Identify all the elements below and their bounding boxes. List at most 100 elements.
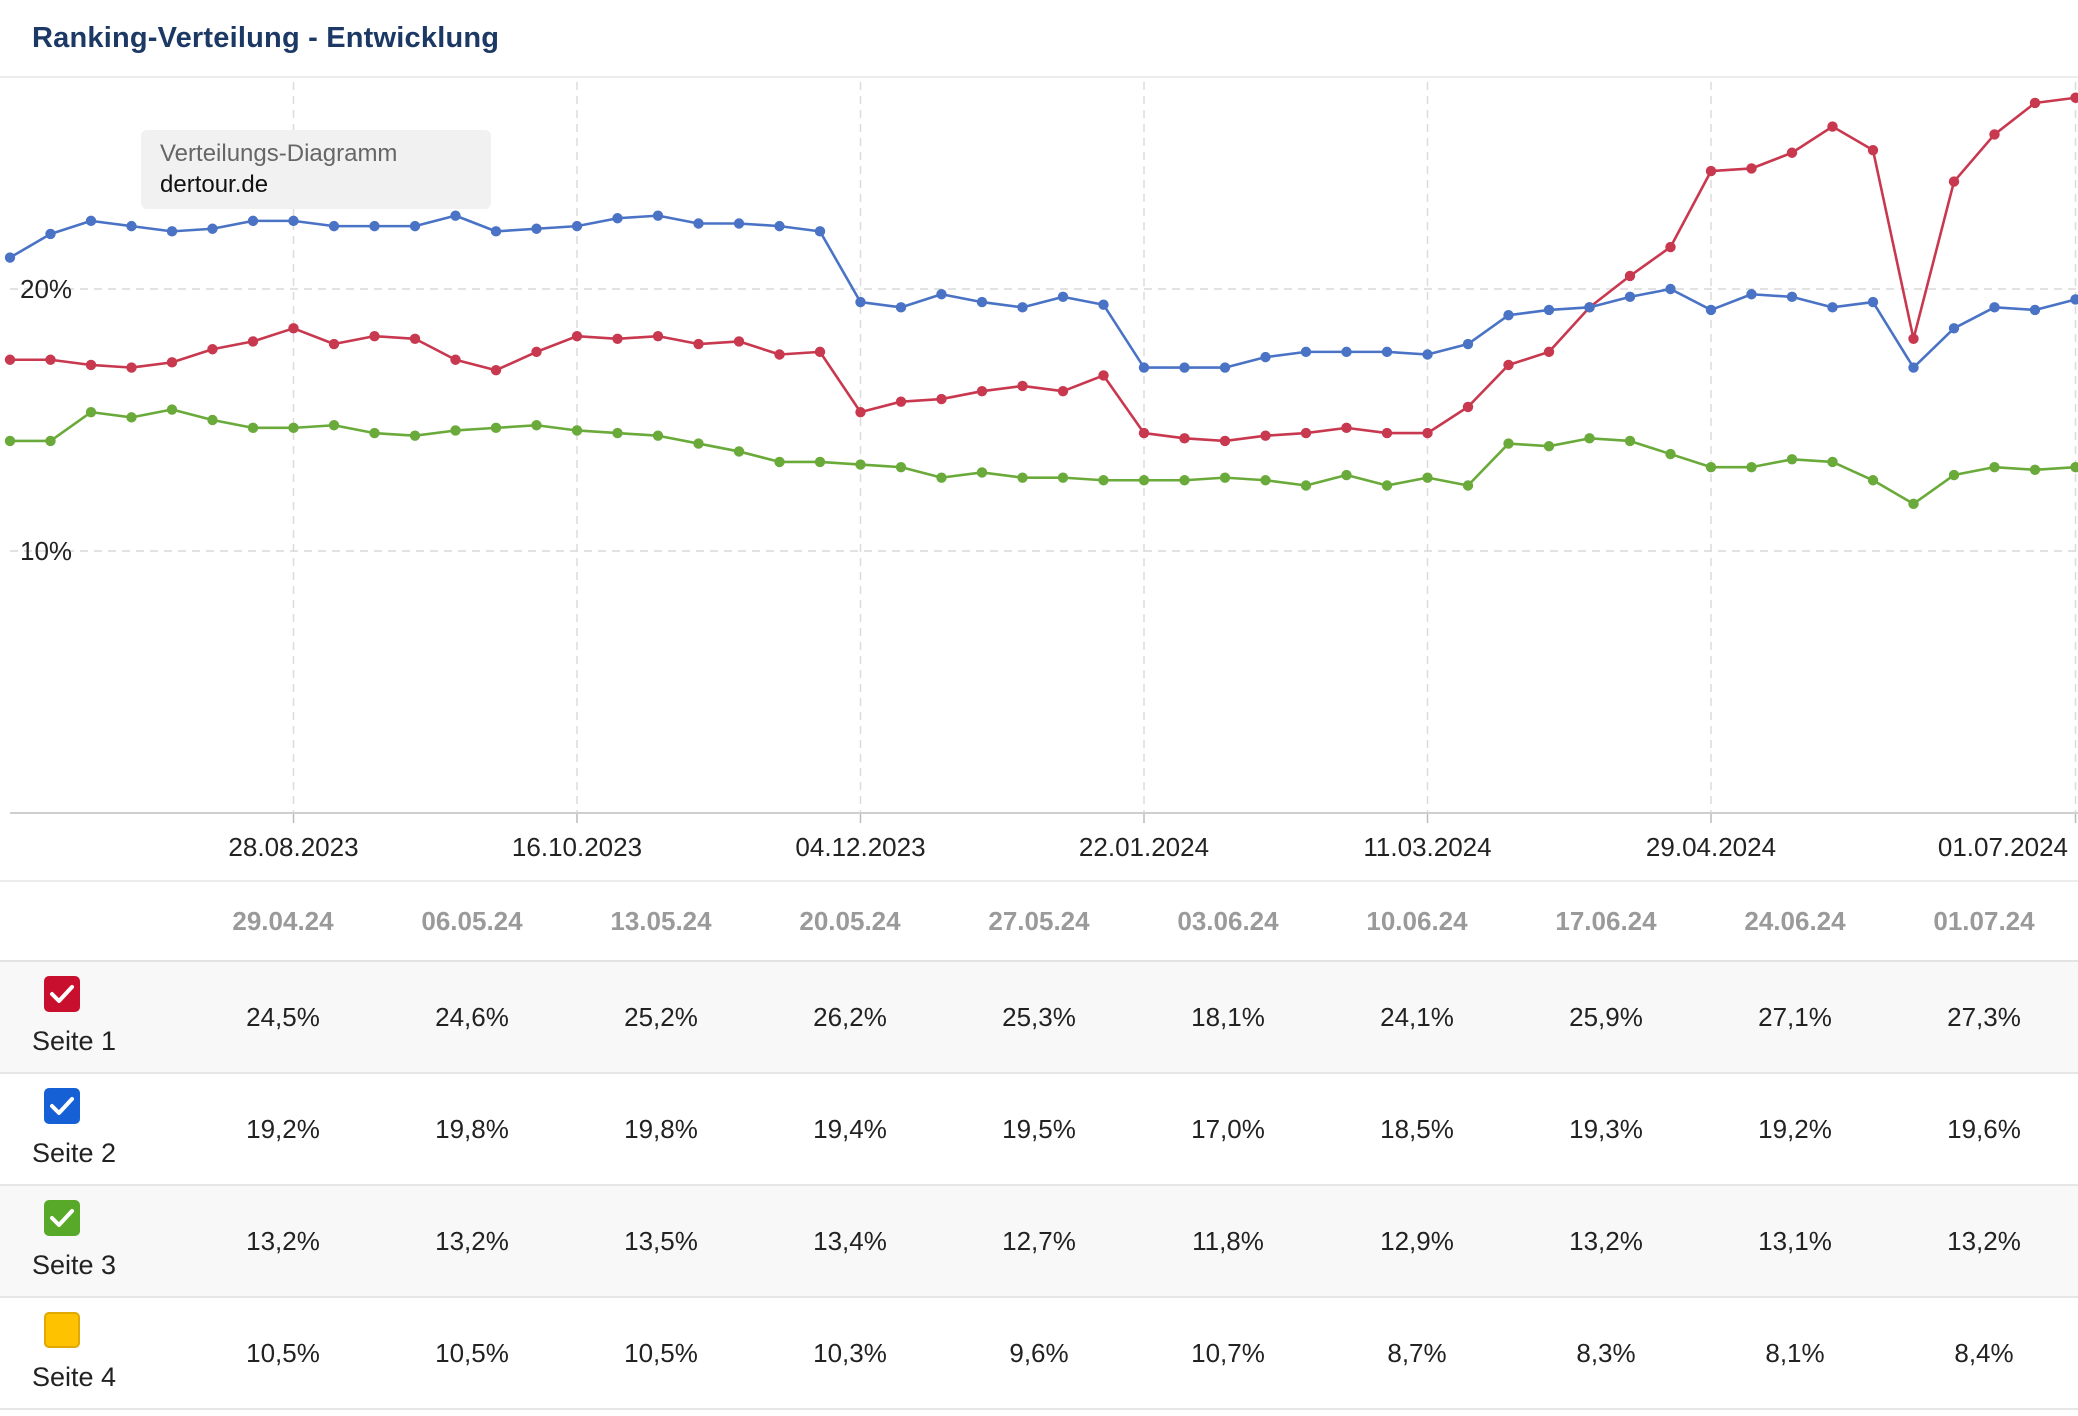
data-point: [126, 412, 137, 423]
data-point: [1908, 333, 1919, 344]
row-label-cell: Seite 1: [32, 962, 182, 1074]
data-point: [1746, 461, 1757, 473]
data-point: [409, 430, 421, 441]
data-point: [126, 220, 137, 232]
checkmark-icon: [50, 985, 74, 1003]
data-point: [2070, 294, 2078, 305]
table-cell: 13,4%: [813, 1226, 887, 1256]
data-point: [126, 362, 137, 373]
data-point: [1462, 401, 1474, 413]
data-point: [2070, 92, 2078, 103]
data-point: [85, 215, 97, 227]
date-header: 17.06.24: [1555, 906, 1657, 936]
table-cell: 17,0%: [1191, 1114, 1265, 1144]
row-label: Seite 4: [32, 1362, 117, 1392]
table-cell: 8,3%: [1576, 1338, 1636, 1368]
data-point: [1705, 165, 1717, 177]
table-cell: 19,3%: [1569, 1114, 1643, 1144]
data-point: [2029, 97, 2041, 109]
data-point: [1381, 480, 1393, 491]
table-cell: 19,2%: [246, 1114, 320, 1144]
data-point: [4, 435, 16, 447]
table-cell: 24,1%: [1380, 1002, 1454, 1032]
data-point: [166, 357, 178, 368]
row-label: Seite 2: [32, 1138, 117, 1168]
data-point: [1260, 351, 1271, 363]
x-tick-label: 29.04.2024: [1646, 832, 1776, 862]
table-cell: 8,1%: [1765, 1338, 1825, 1368]
data-point: [895, 396, 907, 407]
data-point: [1300, 427, 1312, 439]
data-point: [1746, 163, 1757, 174]
data-point: [531, 346, 542, 358]
seite-1-checkbox[interactable]: [44, 976, 80, 1012]
data-point: [45, 228, 56, 240]
data-point: [733, 218, 745, 229]
data-point: [571, 330, 583, 342]
series-line-seite-3: [10, 408, 2076, 506]
table-row-seite-4: Seite 4 10,5% 10,5% 10,5% 10,3% 9,6% 10,…: [0, 1298, 2078, 1410]
table-cell: 19,6%: [1947, 1114, 2021, 1144]
table-cell: 10,7%: [1191, 1338, 1265, 1368]
data-point: [1665, 283, 1676, 295]
data-point: [1989, 461, 2000, 473]
data-point: [450, 425, 461, 436]
data-point: [1908, 498, 1919, 510]
data-point: [1705, 461, 1717, 473]
data-point: [247, 215, 259, 227]
data-point: [2070, 461, 2078, 473]
data-point: [288, 422, 299, 434]
data-point: [1827, 121, 1838, 132]
seite-2-checkbox[interactable]: [44, 1088, 80, 1124]
table-row-seite-2: Seite 2 19,2% 19,8% 19,8% 19,4% 19,5% 17…: [0, 1074, 2078, 1186]
seite-3-checkbox[interactable]: [44, 1200, 80, 1236]
data-point: [328, 420, 340, 431]
data-point: [166, 404, 178, 415]
data-point: [207, 414, 218, 426]
date-header: 24.06.24: [1744, 906, 1846, 936]
table-cell: 8,7%: [1387, 1338, 1447, 1368]
data-point: [490, 422, 502, 434]
data-point: [1138, 362, 1150, 373]
date-header: 03.06.24: [1177, 906, 1279, 936]
data-point: [895, 461, 907, 473]
table-cell: 19,2%: [1758, 1114, 1832, 1144]
data-point: [652, 430, 664, 441]
row-label-cell: Seite 4: [32, 1298, 182, 1410]
data-point: [571, 425, 583, 436]
x-tick-label: 22.01.2024: [1079, 832, 1209, 862]
data-point: [1584, 433, 1595, 444]
data-point: [288, 323, 299, 334]
data-point: [693, 218, 704, 229]
data-point: [1948, 469, 1960, 481]
x-tick-label: 28.08.2023: [228, 832, 358, 862]
data-point: [1098, 370, 1109, 381]
data-point: [1462, 338, 1474, 350]
data-point: [207, 223, 218, 234]
data-point: [1300, 346, 1312, 358]
data-point: [693, 338, 704, 350]
row-label-cell: Seite 3: [32, 1186, 182, 1298]
date-header: 13.05.24: [610, 906, 712, 936]
seite-4-checkbox[interactable]: [44, 1312, 80, 1348]
table-cell: 12,7%: [1002, 1226, 1076, 1256]
data-point: [166, 226, 178, 237]
data-point: [1786, 291, 1798, 303]
table-header-row: 29.04.24 06.05.24 13.05.24 20.05.24 27.0…: [0, 880, 2078, 962]
table-cell: 13,2%: [246, 1226, 320, 1256]
data-point: [1503, 438, 1514, 449]
data-point: [247, 336, 259, 347]
data-point: [1948, 176, 1960, 187]
table-cell: 25,9%: [1569, 1002, 1643, 1032]
data-point: [328, 338, 340, 350]
row-label-cell: Seite 2: [32, 1074, 182, 1186]
table-cell: 26,2%: [813, 1002, 887, 1032]
data-point: [531, 420, 542, 431]
data-point: [1057, 291, 1069, 303]
table-cell: 10,5%: [435, 1338, 509, 1368]
data-point: [1219, 362, 1231, 373]
series-line-seite-2: [9, 214, 2076, 369]
data-point: [814, 456, 826, 468]
data-point: [369, 220, 380, 232]
data-point: [1017, 380, 1028, 392]
